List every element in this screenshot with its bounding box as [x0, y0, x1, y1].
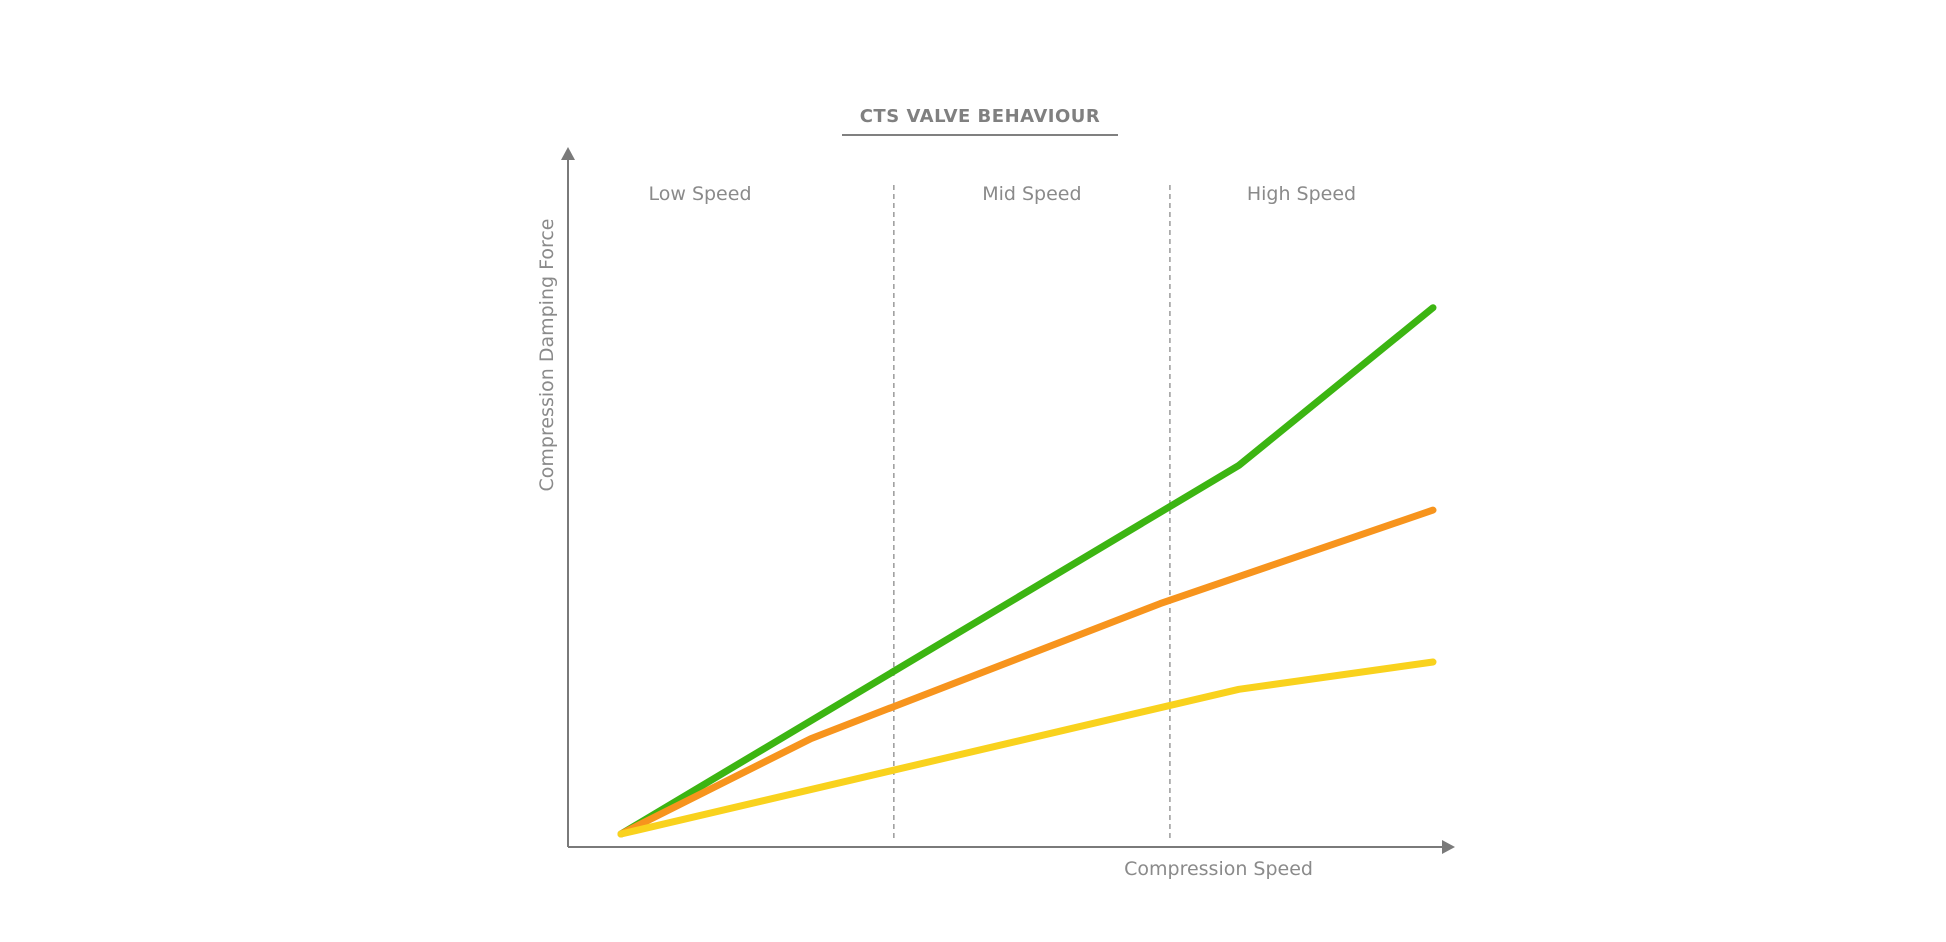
chart-title: CTS VALVE BEHAVIOUR [860, 106, 1101, 127]
region-labels: Low Speed Mid Speed High Speed [648, 183, 1356, 205]
series-layer [617, 304, 1437, 838]
region-label: Low Speed [648, 183, 751, 205]
region-label: Mid Speed [982, 183, 1081, 205]
series-line-2 [617, 506, 1437, 838]
region-label: High Speed [1247, 183, 1356, 205]
y-axis-arrow-icon [561, 147, 575, 160]
series-line-1 [617, 304, 1437, 838]
x-axis-arrow-icon [1442, 840, 1455, 854]
series-line-3 [617, 658, 1437, 838]
region-dividers [893, 185, 1171, 842]
y-axis-label: Compression Damping Force [536, 219, 558, 492]
x-axis-label: Compression Speed [1124, 858, 1313, 880]
